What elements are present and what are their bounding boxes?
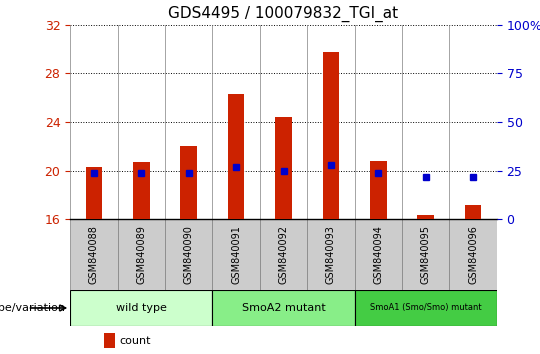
Bar bbox=[465, 205, 481, 219]
Bar bbox=[417, 215, 434, 219]
Text: wild type: wild type bbox=[116, 303, 167, 313]
Bar bbox=[402, 219, 449, 290]
Bar bbox=[180, 147, 197, 219]
Text: GSM840092: GSM840092 bbox=[279, 225, 288, 284]
Text: GSM840091: GSM840091 bbox=[231, 225, 241, 284]
Text: GSM840095: GSM840095 bbox=[421, 225, 431, 284]
Text: GSM840089: GSM840089 bbox=[136, 225, 146, 284]
Bar bbox=[118, 219, 165, 290]
Bar bbox=[355, 290, 497, 326]
Bar bbox=[307, 219, 355, 290]
Text: count: count bbox=[119, 336, 151, 346]
Text: GSM840093: GSM840093 bbox=[326, 225, 336, 284]
Bar bbox=[322, 52, 339, 219]
Text: GSM840096: GSM840096 bbox=[468, 225, 478, 284]
Bar bbox=[355, 219, 402, 290]
Text: SmoA1 (Smo/Smo) mutant: SmoA1 (Smo/Smo) mutant bbox=[370, 303, 482, 313]
Bar bbox=[228, 94, 245, 219]
Bar bbox=[212, 219, 260, 290]
Bar bbox=[449, 219, 497, 290]
Bar bbox=[104, 333, 115, 348]
Text: GSM840088: GSM840088 bbox=[89, 225, 99, 284]
Title: GDS4495 / 100079832_TGI_at: GDS4495 / 100079832_TGI_at bbox=[168, 6, 399, 22]
Text: SmoA2 mutant: SmoA2 mutant bbox=[241, 303, 326, 313]
Bar bbox=[275, 117, 292, 219]
Text: genotype/variation: genotype/variation bbox=[0, 303, 65, 313]
Bar bbox=[370, 161, 387, 219]
Bar bbox=[70, 219, 118, 290]
Bar bbox=[86, 167, 102, 219]
Bar bbox=[165, 219, 212, 290]
Text: GSM840090: GSM840090 bbox=[184, 225, 194, 284]
Bar bbox=[212, 290, 355, 326]
Bar bbox=[70, 290, 212, 326]
Text: GSM840094: GSM840094 bbox=[373, 225, 383, 284]
Bar bbox=[133, 162, 150, 219]
Bar bbox=[260, 219, 307, 290]
